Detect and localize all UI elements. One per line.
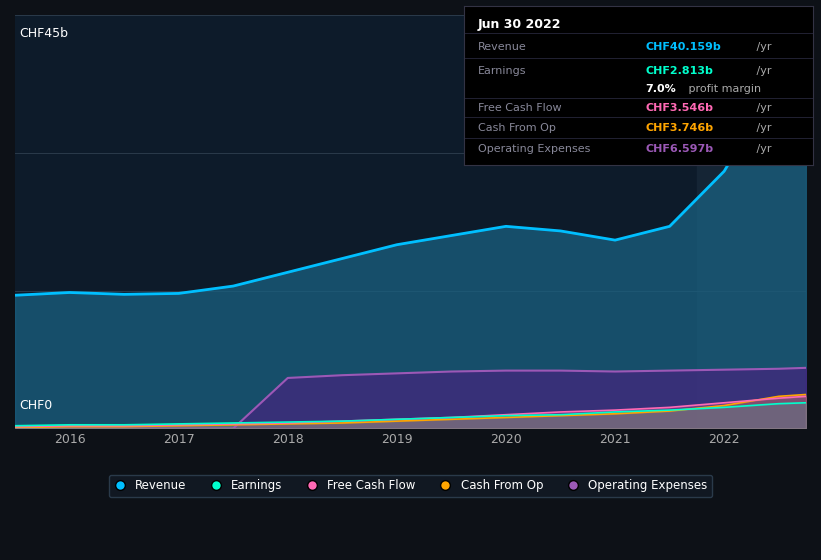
Text: Earnings: Earnings [478,66,526,76]
Text: Cash From Op: Cash From Op [478,124,556,133]
Text: CHF6.597b: CHF6.597b [645,144,713,154]
Text: /yr: /yr [754,102,772,113]
Text: Free Cash Flow: Free Cash Flow [478,102,562,113]
Text: /yr: /yr [754,144,772,154]
Text: Revenue: Revenue [478,42,526,52]
Text: Operating Expenses: Operating Expenses [478,144,590,154]
Text: CHF40.159b: CHF40.159b [645,42,721,52]
Text: 7.0%: 7.0% [645,83,676,94]
Text: /yr: /yr [754,124,772,133]
Text: /yr: /yr [754,42,772,52]
Legend: Revenue, Earnings, Free Cash Flow, Cash From Op, Operating Expenses: Revenue, Earnings, Free Cash Flow, Cash … [109,474,712,497]
Text: CHF45b: CHF45b [19,27,68,40]
Text: profit margin: profit margin [686,83,762,94]
Text: CHF3.746b: CHF3.746b [645,124,713,133]
Text: Jun 30 2022: Jun 30 2022 [478,18,562,31]
Text: CHF0: CHF0 [19,399,53,412]
Text: /yr: /yr [754,66,772,76]
Bar [697,15,806,428]
Text: CHF2.813b: CHF2.813b [645,66,713,76]
Text: CHF3.546b: CHF3.546b [645,102,713,113]
